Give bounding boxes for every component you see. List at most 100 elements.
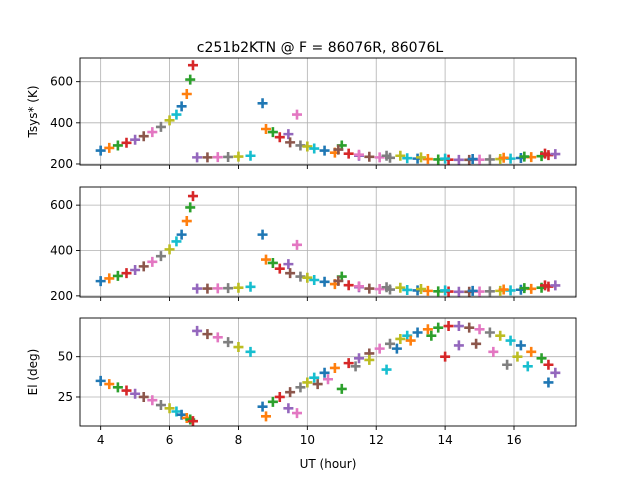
data-point [147,127,158,138]
y-tick-label: 25 [58,390,73,404]
data-point [155,251,166,262]
data-point [505,335,516,346]
data-point [374,284,385,295]
data-point [138,391,149,402]
data-point [202,283,213,294]
data-point [112,140,123,151]
data-point [257,229,268,240]
data-point [212,152,223,163]
data-point [187,416,198,426]
y-tick-label: 200 [50,289,73,303]
data-point [395,282,406,293]
data-point [312,379,323,390]
data-point [285,137,296,148]
data-point [164,244,175,255]
data-point [171,236,182,247]
data-point [502,359,513,370]
data-point [405,335,416,346]
panel-elevation: 4 6 8 10 12 14 16 25 50 El (deg) [26,317,577,447]
y-tick-label: 200 [50,157,73,171]
data-point [155,400,166,411]
data-point [522,361,533,372]
data-point [416,152,426,163]
data-point [283,129,294,140]
data-point [354,281,364,292]
data-point [261,254,271,265]
data-point [267,257,278,268]
data-point [192,325,203,336]
data-point [395,150,406,161]
data-point [374,152,385,163]
x-tick-label: 12 [369,433,384,447]
data-point [292,408,302,419]
data-point [495,330,506,341]
y-tick-label: 600 [50,75,73,89]
data-point [155,121,166,132]
data-point [164,115,175,126]
data-point [112,382,123,393]
x-tick-label: 4 [97,433,105,447]
data-point [185,202,196,213]
data-point [402,153,413,164]
data-point [121,385,132,396]
data-point [233,282,244,293]
data-point [433,322,444,333]
data-point [402,284,413,295]
panel-tsys-r: 200 400 600 Tsys* (K) [26,57,577,171]
data-point [381,150,392,161]
data-point [302,377,313,388]
data-point [467,154,478,165]
data-point [212,283,223,294]
data-point [540,148,550,159]
data-point [309,372,320,383]
data-point [104,379,115,390]
data-point [295,382,306,393]
data-point [519,283,530,294]
data-point [381,364,392,375]
data-point [285,387,296,398]
data-point [550,367,561,378]
series-points [95,191,561,297]
data-point [391,343,402,354]
data-point [474,324,485,335]
data-point [343,148,354,159]
data-point [285,268,296,279]
data-point [412,327,423,338]
data-point [192,283,203,294]
data-point [138,131,149,142]
data-point [467,285,478,296]
data-point [319,145,330,156]
data-point [453,286,464,297]
data-point [484,286,495,297]
data-point [543,359,554,370]
data-point [176,409,187,420]
data-point [484,327,495,338]
data-point [319,276,330,287]
data-point [309,274,320,285]
y-tick-label: 400 [50,244,73,258]
data-point [267,127,278,138]
data-point [130,134,141,145]
data-point [540,280,550,291]
x-tick-label: 16 [506,433,521,447]
data-point [343,280,354,291]
data-point [257,98,268,109]
data-point [453,340,464,351]
data-point [185,74,196,85]
data-point [202,152,213,163]
y-tick-label: 50 [58,350,73,364]
data-point [176,229,187,240]
data-point [488,346,499,357]
data-point [453,321,464,332]
series-points [95,321,561,426]
data-point [181,89,192,100]
y-tick-label: 600 [50,198,73,212]
data-point [274,263,285,274]
data-point [526,346,537,357]
data-point [471,338,482,349]
data-point [176,101,187,112]
data-point [453,154,464,165]
data-point [267,396,278,407]
data-point [323,374,333,385]
